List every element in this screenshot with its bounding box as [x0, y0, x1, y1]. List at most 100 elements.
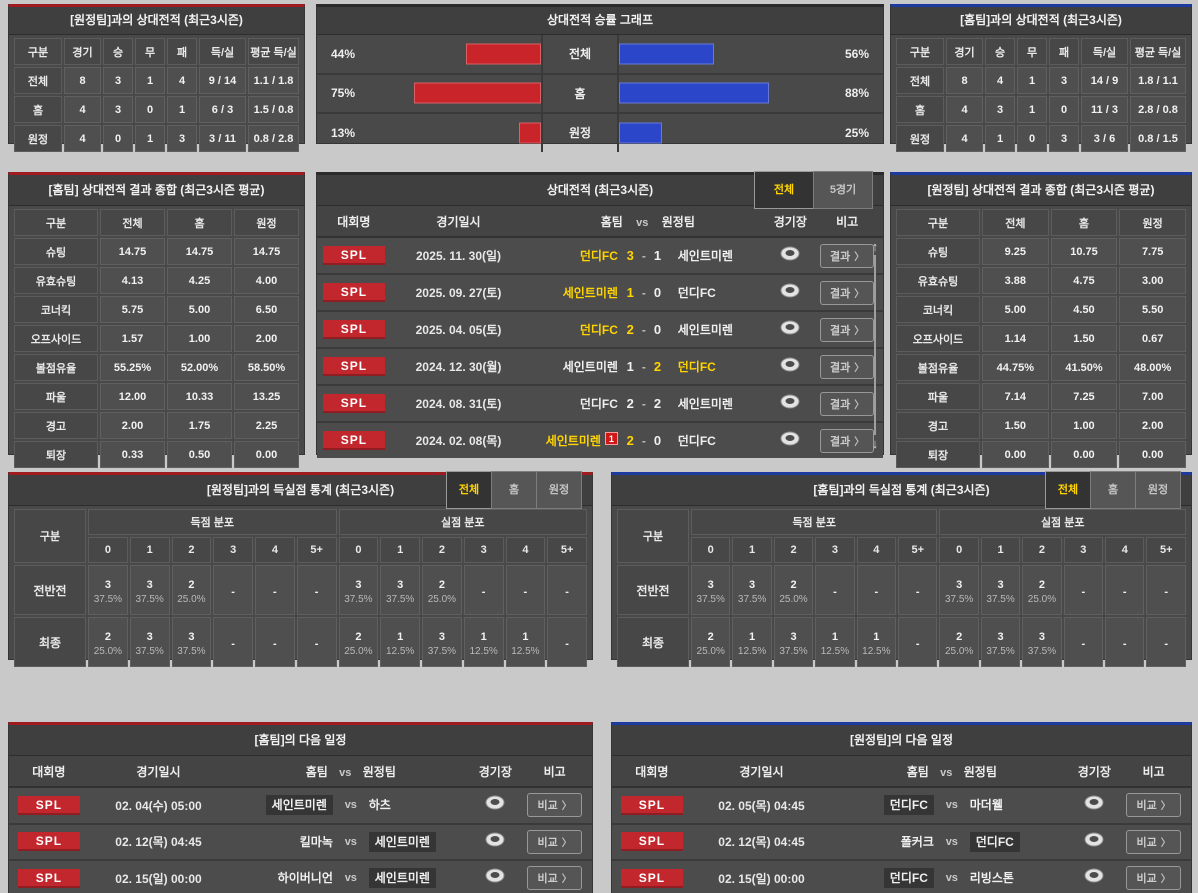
result-button[interactable]: 결과 〉: [820, 354, 875, 379]
stadium-icon[interactable]: [484, 832, 506, 847]
panel-goal-stats-vs-hometeam: [홈팀]과의 득실점 통계 (최근3시즌) 전체 홈 원정 구분 득점 분포 실…: [611, 471, 1192, 667]
compare-button[interactable]: 비교 〉: [527, 793, 582, 818]
compare-button[interactable]: 비교 〉: [1126, 866, 1181, 891]
stadium-icon[interactable]: [779, 357, 801, 372]
stat-cell: 4: [64, 96, 101, 123]
stat-cell: -: [1146, 565, 1186, 615]
stat-cell: -: [547, 617, 587, 667]
tab-all[interactable]: 전체: [1045, 471, 1091, 509]
tab-home[interactable]: 홈: [491, 471, 537, 509]
col-header: 3: [463, 537, 504, 563]
header-teams: 홈팀 vs 원정팀: [305, 764, 396, 779]
home-team-name: 던디FC: [883, 795, 934, 816]
stadium-icon[interactable]: [779, 283, 801, 298]
stadium-icon[interactable]: [779, 431, 801, 446]
compare-button[interactable]: 비교 〉: [527, 866, 582, 891]
stadium-icon[interactable]: [484, 868, 506, 883]
col-header: 4: [505, 537, 546, 563]
stat-cell: 55.25%: [100, 354, 165, 381]
stadium-icon[interactable]: [1083, 832, 1105, 847]
goal-stats-tabs: 전체 홈 원정: [1045, 471, 1181, 509]
stat-cell: 1.00: [1050, 412, 1118, 439]
stat-cell: 3.00: [1119, 267, 1186, 294]
match-row: SPL 2024. 08. 31(토) 던디FC 2-2 세인트미렌 결과 〉: [317, 386, 883, 423]
stat-cell: 1 12.5%: [380, 617, 420, 667]
row-label: 경고: [14, 412, 98, 439]
score: 3-1: [626, 248, 662, 263]
row-label: 전반전: [617, 565, 689, 615]
stat-cell: 1.1 / 1.8: [248, 67, 299, 94]
stat-cell: 3: [167, 125, 197, 152]
header-teams: 홈팀 vs 원정팀: [906, 764, 997, 779]
league-badge: SPL: [17, 832, 80, 852]
stat-cell: 2 25.0%: [1022, 565, 1062, 615]
goal-stats-tabs: 전체 홈 원정: [446, 471, 582, 509]
stat-cell: 1: [135, 125, 165, 152]
col-header: 홈: [167, 209, 232, 236]
scroll-up-icon[interactable]: ↑: [871, 239, 879, 254]
col-header: 1: [980, 537, 1021, 563]
goal-stats-table: 구분 득점 분포 실점 분포 0 1 2 3 4 5+ 0 1 2 3 4 5+ 전반전 3 37.5…: [615, 507, 1188, 669]
home-team-name: 던디FC: [579, 322, 618, 337]
scrollbar-track[interactable]: [874, 255, 876, 435]
row-label: 파울: [14, 383, 98, 410]
stadium-icon[interactable]: [1083, 868, 1105, 883]
stat-cell: 10.33: [167, 383, 232, 410]
stat-cell: 5.00: [167, 296, 232, 323]
stadium-icon[interactable]: [779, 394, 801, 409]
col-header: 패: [1049, 38, 1079, 65]
schedule-row: SPL 02. 04(수) 05:00 세인트미렌 vs 하츠 비교 〉: [9, 788, 592, 825]
row-label: 파울: [896, 383, 980, 410]
chevron-right-icon: 〉: [561, 801, 572, 813]
col-header: 2: [171, 537, 212, 563]
compare-button[interactable]: 비교 〉: [1126, 793, 1181, 818]
stadium-icon[interactable]: [1083, 795, 1105, 810]
result-button[interactable]: 결과 〉: [820, 243, 875, 268]
tab-all[interactable]: 전체: [754, 171, 814, 209]
result-button[interactable]: 결과 〉: [820, 391, 875, 416]
tab-home[interactable]: 홈: [1090, 471, 1136, 509]
home-team-name: 세인트미렌: [562, 359, 618, 374]
stat-cell: 8: [946, 67, 983, 94]
col-header: 무: [135, 38, 165, 65]
match-date: 2024. 08. 31(토): [415, 397, 502, 411]
col-header: 1: [380, 537, 420, 563]
header-date: 경기일시: [739, 764, 784, 779]
scrollbar[interactable]: ↑ ↓: [868, 239, 882, 451]
stat-cell: 3 37.5%: [171, 617, 212, 667]
col-header: 구분: [14, 209, 98, 236]
tab-away[interactable]: 원정: [1135, 471, 1181, 509]
row-label: 퇴장: [896, 441, 980, 468]
stat-cell: 2.00: [100, 412, 165, 439]
stat-cell: 2 25.0%: [338, 617, 379, 667]
result-button[interactable]: 결과 〉: [820, 428, 875, 453]
compare-button[interactable]: 비교 〉: [1126, 829, 1181, 854]
stat-cell: 1 12.5%: [505, 617, 546, 667]
stadium-icon[interactable]: [779, 246, 801, 261]
col-header: 3: [815, 537, 855, 563]
stat-cell: 3: [103, 96, 133, 123]
away-team-name: 세인트미렌: [677, 396, 733, 411]
stadium-icon[interactable]: [484, 795, 506, 810]
tab-all[interactable]: 전체: [446, 471, 492, 509]
stat-cell: 8: [64, 67, 101, 94]
stat-cell: 2 25.0%: [422, 565, 462, 615]
vs-label: vs: [945, 872, 958, 885]
result-button[interactable]: 결과 〉: [820, 280, 875, 305]
result-button[interactable]: 결과 〉: [820, 317, 875, 342]
match-row: SPL 2025. 11. 30(일) 던디FC 3-1 세인트미렌 결과 〉: [317, 238, 883, 275]
stadium-icon[interactable]: [779, 320, 801, 335]
row-label: 슈팅: [14, 238, 98, 265]
compare-button[interactable]: 비교 〉: [527, 829, 582, 854]
stat-cell: 1.50: [982, 412, 1049, 439]
scroll-down-icon[interactable]: ↓: [871, 436, 879, 451]
tab-away[interactable]: 원정: [536, 471, 582, 509]
col-header: 승: [985, 38, 1015, 65]
home-team-name: 던디FC: [579, 396, 618, 411]
panel-summary-awayteam: [원정팀] 상대전적 결과 종합 (최근3시즌 평균) 구분 전체 홈 원정 슈…: [890, 172, 1192, 468]
col-header: 0: [691, 537, 731, 563]
group-header-conceded: 실점 분포: [338, 509, 587, 535]
stat-cell: 2.00: [1119, 412, 1186, 439]
home-winrate-bar: [413, 82, 541, 104]
tab-last5[interactable]: 5경기: [813, 171, 873, 209]
